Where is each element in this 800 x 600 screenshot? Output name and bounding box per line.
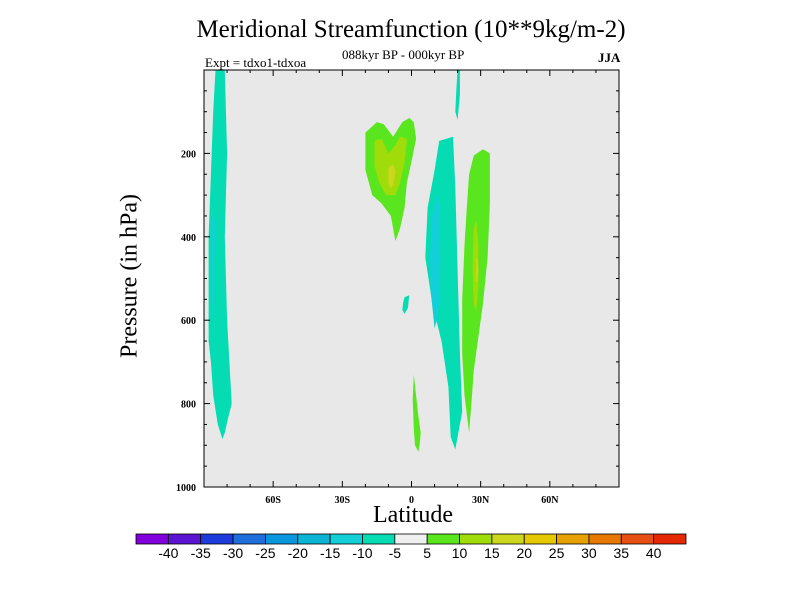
x-tick-label: 60N — [541, 495, 559, 506]
x-tick-label: 60S — [265, 495, 281, 506]
experiment-label: Expt = tdxo1-tdxoa — [205, 55, 307, 70]
colorbar-label: 10 — [452, 545, 468, 561]
contour-region-10 — [472, 220, 479, 312]
colorbar-swatch — [297, 533, 331, 545]
colorbar-label: -5 — [389, 545, 402, 561]
contour-region-1 — [210, 207, 216, 321]
colorbar-label: 25 — [549, 545, 565, 561]
colorbar-label: 30 — [581, 545, 597, 561]
y-tick-label: 600 — [181, 316, 196, 327]
x-tick-label: 30S — [335, 495, 351, 506]
colorbar-swatch — [620, 533, 655, 545]
colorbar-swatch — [200, 533, 234, 545]
colorbar-swatch — [135, 533, 169, 545]
contour-region-12 — [412, 374, 421, 452]
y-tick-label: 800 — [181, 400, 196, 411]
colorbar-label: 5 — [423, 545, 431, 561]
season-label: JJA — [598, 50, 621, 65]
contour-region-0 — [208, 70, 232, 439]
colorbar-label: -40 — [158, 545, 178, 561]
x-tick-label: 30N — [472, 495, 490, 506]
contour-region-2 — [455, 70, 460, 120]
contour-region-7 — [374, 136, 407, 196]
colorbar-swatch — [523, 533, 557, 545]
colorbar-swatch — [459, 533, 493, 545]
contour-regions — [208, 70, 490, 452]
contour-region-4 — [429, 195, 441, 329]
x-axis-label: Latitude — [373, 502, 453, 528]
colorbar-swatch — [362, 533, 396, 545]
colorbar-swatch — [329, 533, 363, 545]
colorbar-swatch — [167, 533, 202, 545]
colorbar-swatch — [588, 533, 622, 545]
colorbar-swatch — [653, 533, 687, 545]
colorbar-label: -35 — [191, 545, 211, 561]
colorbar-swatch — [232, 533, 266, 545]
axis-ticks: 60S 30S 0 30N 60N 200 400 600 800 1000 — [176, 69, 620, 506]
colorbar: -40 -35 -30 -25 -20 -15 -10 -5 5 10 15 20 25 30 35 40 — [135, 533, 687, 561]
colorbar-swatch — [426, 533, 460, 545]
colorbar-label: 40 — [646, 545, 662, 561]
colorbar-label: 35 — [614, 545, 630, 561]
x-tick-label: 0 — [409, 495, 414, 506]
colorbar-label: -25 — [255, 545, 275, 561]
colorbar-label: -30 — [223, 545, 243, 561]
colorbar-label: 15 — [484, 545, 500, 561]
y-tick-label: 1000 — [176, 483, 196, 494]
colorbar-label: -10 — [352, 545, 372, 561]
contour-region-8 — [388, 163, 396, 189]
chart-title: Meridional Streamfunction (10**9kg/m-2) — [196, 16, 626, 43]
colorbar-swatch — [394, 533, 428, 545]
y-tick-label: 200 — [181, 149, 196, 160]
colorbar-swatch — [265, 533, 299, 545]
contour-region-11 — [476, 257, 479, 283]
colorbar-label: 20 — [516, 545, 532, 561]
chart-subtitle: 088kyr BP - 000kyr BP — [342, 47, 465, 62]
colorbar-label: -15 — [320, 545, 340, 561]
contour-region-5 — [402, 295, 410, 314]
colorbar-swatch — [556, 533, 590, 545]
y-tick-label: 400 — [181, 233, 196, 244]
colorbar-label: -20 — [288, 545, 308, 561]
colorbar-swatch — [491, 533, 525, 545]
